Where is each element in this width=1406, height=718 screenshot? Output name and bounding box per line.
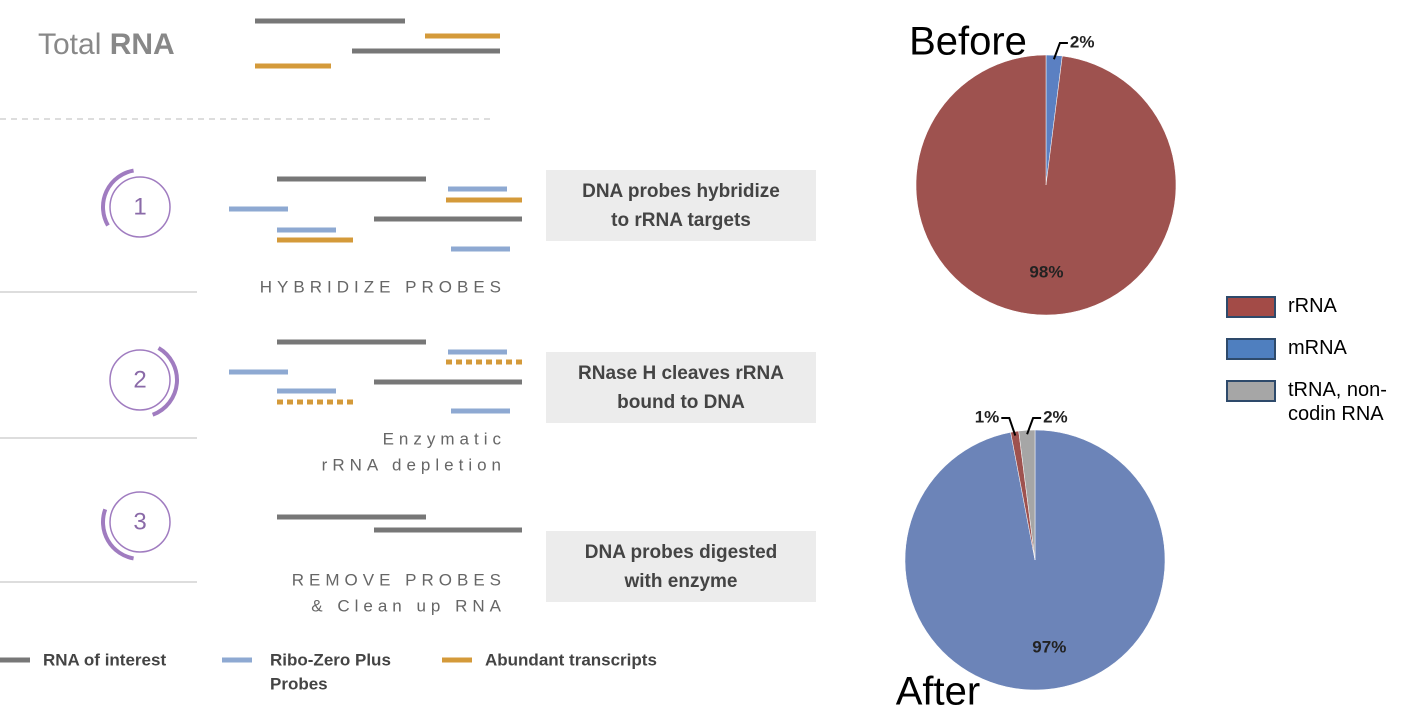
legend-text: RNA of interest xyxy=(43,650,166,669)
legend-swatch xyxy=(1226,380,1276,402)
legend-label: rRNA xyxy=(1288,295,1337,317)
caption-text: RNase H cleaves rRNA xyxy=(578,363,784,384)
legend-item: rRNA xyxy=(1226,295,1406,318)
step-label: HYBRIDIZE PROBES xyxy=(260,277,506,296)
legend-swatch xyxy=(1226,338,1276,360)
step-number: 1 xyxy=(133,193,146,220)
step3-lines xyxy=(277,514,522,533)
pie-slice xyxy=(915,54,1177,316)
legend-item: mRNA xyxy=(1226,337,1406,360)
caption-text: bound to DNA xyxy=(617,392,745,413)
title-light: Total xyxy=(38,28,101,61)
step-label: REMOVE PROBES xyxy=(292,570,506,589)
leader-line xyxy=(1026,417,1042,435)
pie-slice xyxy=(1018,429,1036,561)
caption-text: with enzyme xyxy=(624,571,738,592)
step-arc xyxy=(151,346,179,417)
legend-swatch xyxy=(1226,296,1276,318)
step-label: & Clean up RNA xyxy=(311,596,506,615)
legend-text: Abundant transcripts xyxy=(485,650,657,669)
legend-text: Ribo-Zero Plus xyxy=(270,650,391,669)
leader-line xyxy=(1001,417,1017,436)
pie-title: After xyxy=(896,670,980,714)
title: Total RNA xyxy=(38,28,175,61)
slice-label: 98% xyxy=(1029,263,1063,282)
pie-title: Before xyxy=(909,20,1027,64)
step-circle xyxy=(109,176,171,238)
slice-label: 1% xyxy=(975,407,1000,426)
pies: Before 2% 98% After 97% 1% 2% xyxy=(896,20,1177,714)
leader-line xyxy=(1052,42,1068,60)
caption-box xyxy=(546,531,816,602)
caption-box xyxy=(546,170,816,241)
slice-label: 97% xyxy=(1032,637,1066,656)
caption-box xyxy=(546,352,816,423)
step-circle xyxy=(109,491,171,553)
title-bold: RNA xyxy=(110,28,175,61)
step-label: Enzymatic xyxy=(383,429,506,448)
legend-item: tRNA, non-codin RNA xyxy=(1226,379,1406,426)
slice-label: 2% xyxy=(1043,407,1068,426)
slice-label: 2% xyxy=(1070,32,1095,51)
legend-label: mRNA xyxy=(1288,337,1347,359)
step-label: rRNA depletion xyxy=(322,455,506,474)
pie-legend: rRNA mRNA tRNA, non-codin RNA xyxy=(1226,295,1406,446)
step-circle xyxy=(109,349,171,411)
step-arc xyxy=(101,168,134,227)
step2-lines xyxy=(229,339,522,414)
step1-lines xyxy=(229,176,522,252)
step-number: 3 xyxy=(133,508,146,535)
legend-text: Probes xyxy=(270,674,328,693)
step-arc xyxy=(101,508,134,561)
total-rna-lines xyxy=(255,18,500,69)
steps: 1 DNA probes hybridize to rRNA targets HYBR… xyxy=(0,168,816,693)
caption-text: to rRNA targets xyxy=(611,210,751,231)
caption-text: DNA probes hybridize xyxy=(582,181,780,202)
step-number: 2 xyxy=(133,366,146,393)
caption-text: DNA probes digested xyxy=(585,542,778,563)
legend-label: tRNA, non-codin RNA xyxy=(1288,379,1387,425)
